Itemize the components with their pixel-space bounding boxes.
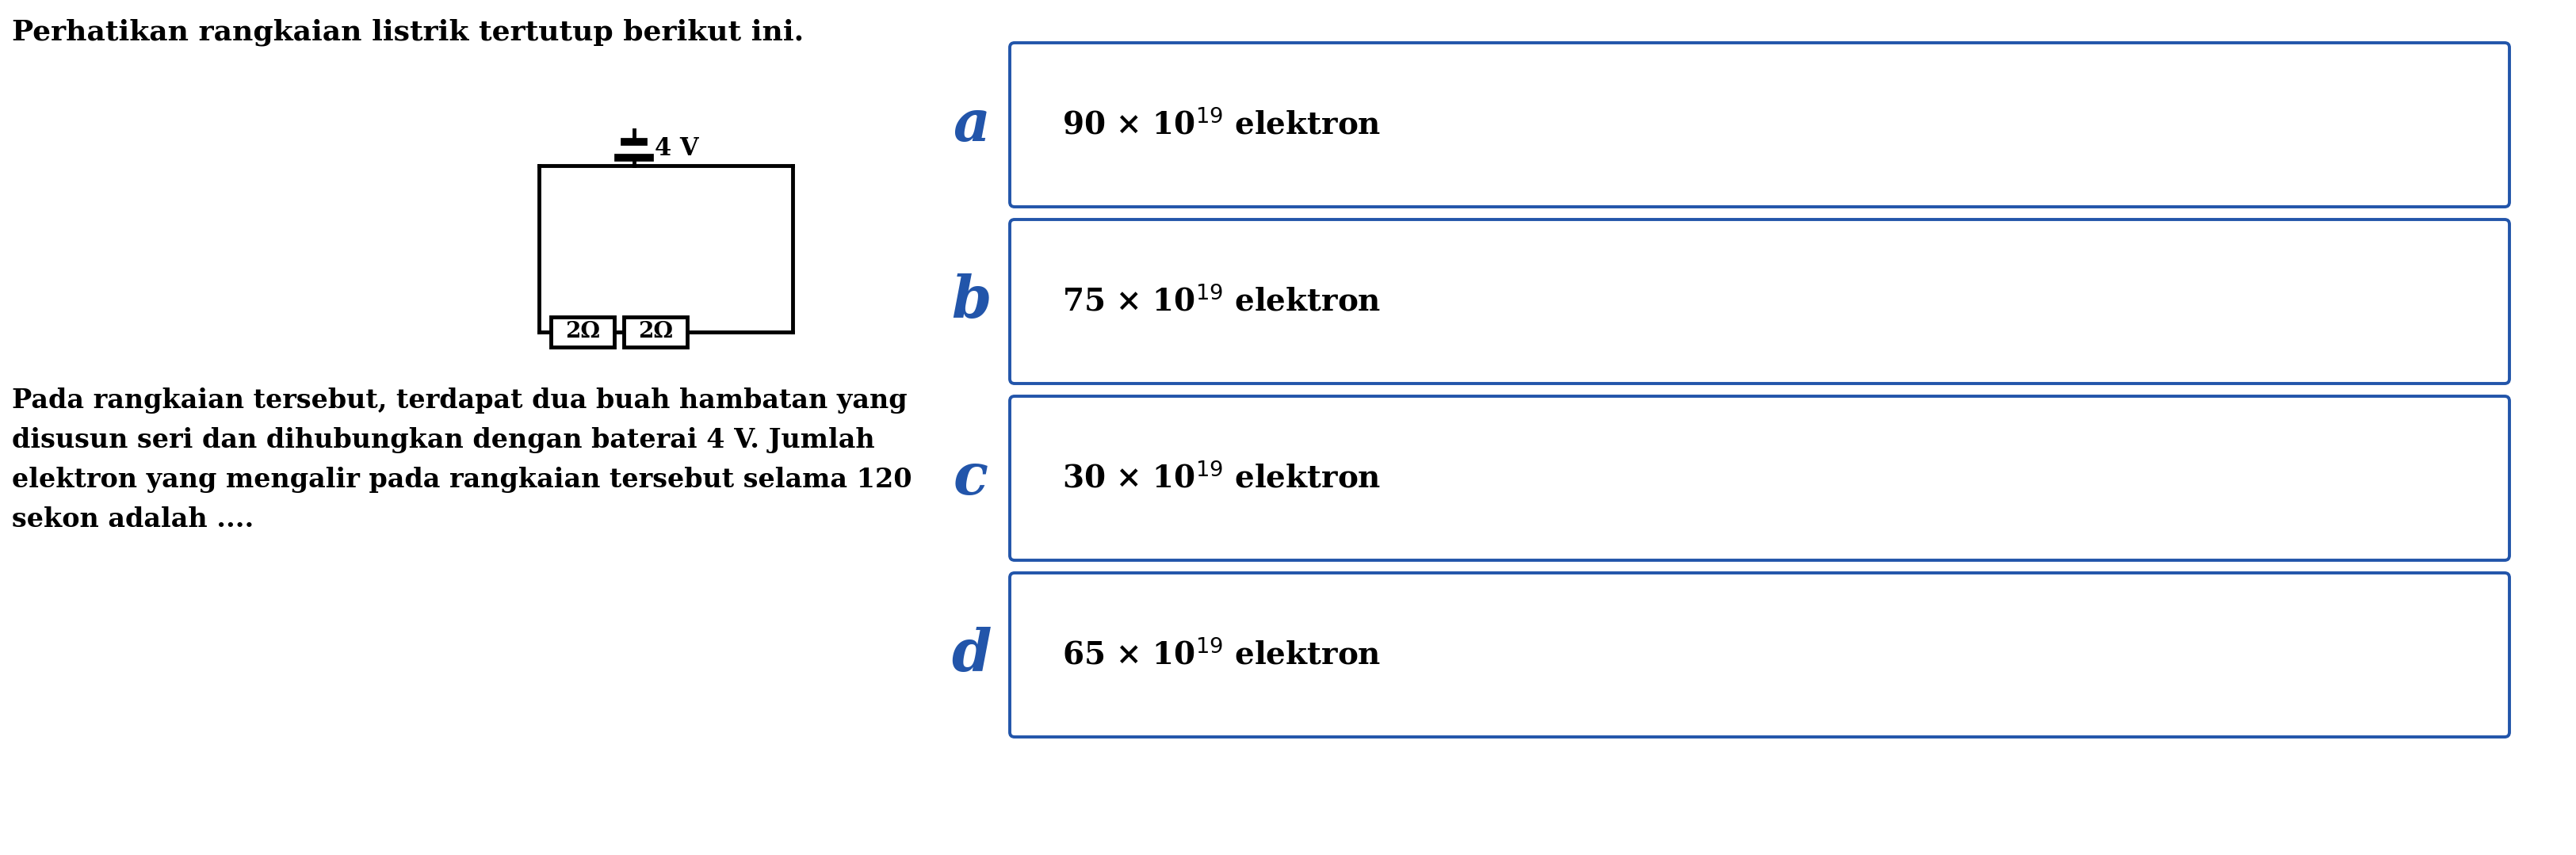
Text: 90 × 10$^{19}$ elektron: 90 × 10$^{19}$ elektron: [1061, 109, 1381, 140]
Text: b: b: [951, 274, 992, 330]
FancyBboxPatch shape: [1010, 43, 2509, 207]
FancyBboxPatch shape: [1010, 396, 2509, 560]
Text: 2Ω: 2Ω: [639, 321, 672, 343]
Text: 30 × 10$^{19}$ elektron: 30 × 10$^{19}$ elektron: [1061, 463, 1381, 494]
Text: d: d: [951, 627, 992, 683]
Text: c: c: [953, 450, 989, 506]
FancyBboxPatch shape: [1010, 573, 2509, 737]
Text: 2Ω: 2Ω: [564, 321, 600, 343]
FancyBboxPatch shape: [1010, 220, 2509, 384]
Text: Perhatikan rangkaian listrik tertutup berikut ini.: Perhatikan rangkaian listrik tertutup be…: [13, 19, 804, 46]
Text: 75 × 10$^{19}$ elektron: 75 × 10$^{19}$ elektron: [1061, 286, 1381, 317]
Text: a: a: [953, 97, 989, 153]
Text: 65 × 10$^{19}$ elektron: 65 × 10$^{19}$ elektron: [1061, 640, 1381, 670]
Bar: [623, 317, 688, 347]
Text: Pada rangkaian tersebut, terdapat dua buah hambatan yang
disusun seri dan dihubu: Pada rangkaian tersebut, terdapat dua bu…: [13, 387, 912, 533]
Text: 4 V: 4 V: [654, 136, 698, 161]
Bar: [551, 317, 613, 347]
